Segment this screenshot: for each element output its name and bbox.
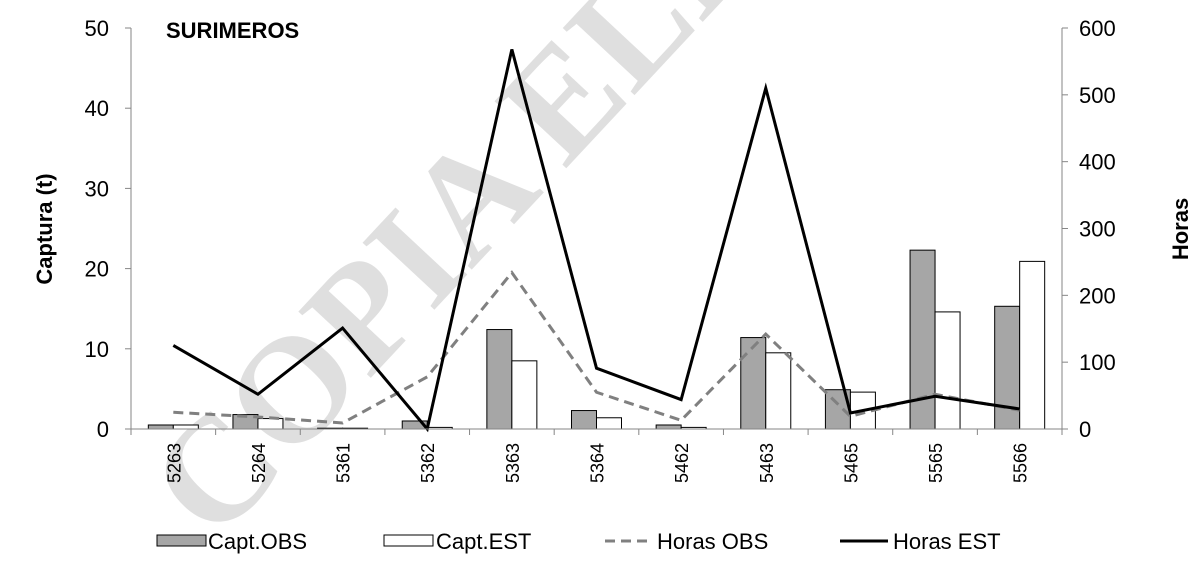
left-tick-label: 30 — [85, 176, 109, 201]
bar-capt-est-5566 — [1019, 260, 1046, 430]
y-axis-title: Captura (t) — [32, 173, 57, 284]
bar-capt-obs-5463 — [740, 337, 767, 430]
left-tick-label: 20 — [85, 257, 109, 282]
left-tick-label: 10 — [85, 337, 109, 362]
lines — [172, 49, 1020, 433]
right-tick-label: 500 — [1079, 83, 1116, 108]
bar-capt-est-5263 — [172, 424, 199, 430]
legend-label-capt-est: Capt.EST — [436, 529, 531, 554]
legend-swatch-capt-est — [383, 534, 434, 547]
bar-capt-est-5463 — [765, 352, 792, 430]
x-tick-label: 5264 — [249, 443, 269, 483]
right-tick-label: 100 — [1079, 350, 1116, 375]
bar-capt-est-5264 — [257, 418, 284, 430]
x-tick-label: 5361 — [334, 443, 354, 483]
right-tick-label: 200 — [1079, 283, 1116, 308]
legend-label-horas-est: Horas EST — [893, 529, 1001, 554]
y2-axis-title: Horas — [1168, 198, 1193, 260]
bar-capt-est-5364 — [596, 417, 622, 430]
x-tick-label: 5363 — [503, 443, 523, 483]
x-tick-label: 5463 — [757, 443, 777, 483]
legend-label-horas-obs: Horas OBS — [657, 529, 768, 554]
x-tick-label: 5465 — [841, 443, 861, 483]
legend-swatch-capt-obs — [156, 534, 207, 547]
right-tick-label: 0 — [1079, 417, 1091, 442]
legend: Capt.OBS Capt.EST Horas OBS Horas EST — [156, 529, 1001, 554]
right-tick-label: 300 — [1079, 217, 1116, 242]
left-tick-label: 40 — [85, 96, 109, 121]
right-tick-label: 400 — [1079, 150, 1116, 175]
x-tick-label: 5362 — [418, 443, 438, 483]
bar-capt-obs-5363 — [486, 329, 513, 430]
left-tick-label: 0 — [97, 417, 109, 442]
bar-capt-obs-5364 — [571, 410, 597, 430]
bar-capt-obs-5263 — [147, 424, 174, 430]
line-horas-obs — [173, 270, 1020, 425]
x-tick-label: 5364 — [588, 443, 608, 483]
x-tick-label: 5566 — [1011, 443, 1031, 483]
line-horas-est — [172, 49, 1020, 433]
bar-capt-obs-5565 — [909, 249, 936, 430]
legend-label-capt-obs: Capt.OBS — [208, 529, 307, 554]
bar-capt-obs-5462 — [655, 424, 682, 430]
x-tick-label: 5462 — [672, 443, 692, 483]
right-tick-label: 600 — [1079, 16, 1116, 41]
chart-title: SURIMEROS — [166, 18, 299, 43]
bar-capt-est-5565 — [934, 311, 961, 430]
left-tick-label: 50 — [85, 16, 109, 41]
x-tick-label: 5263 — [164, 443, 184, 483]
x-tick-label: 5565 — [926, 443, 946, 483]
bar-capt-est-5363 — [511, 360, 538, 430]
